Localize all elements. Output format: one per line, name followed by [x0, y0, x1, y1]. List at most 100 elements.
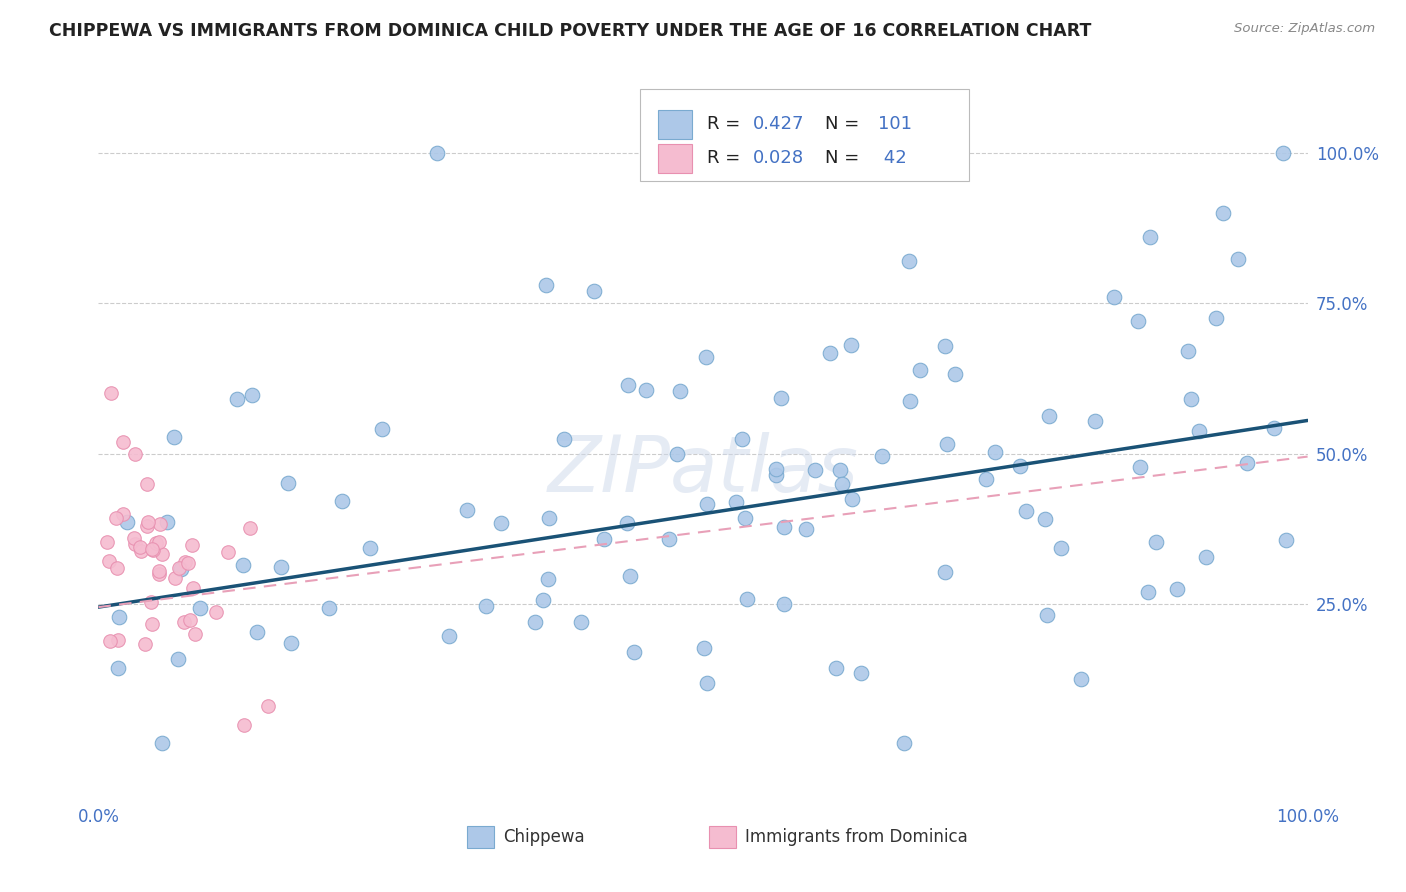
Point	[150, 735, 173, 749]
Point	[1050, 541, 1073, 555]
Point	[437, 629, 460, 643]
Point	[1205, 311, 1227, 326]
Point	[122, 531, 145, 545]
Point	[1195, 549, 1218, 564]
Point	[593, 532, 616, 546]
Text: N =: N =	[825, 115, 865, 133]
Point	[475, 599, 498, 613]
Bar	[709, 826, 735, 847]
Point	[1102, 290, 1125, 304]
Point	[1166, 582, 1188, 596]
Point	[141, 542, 163, 557]
Point	[804, 463, 827, 477]
Point	[1070, 672, 1092, 686]
Point	[167, 561, 190, 575]
Point	[145, 536, 167, 550]
Point	[163, 430, 186, 444]
Point	[731, 432, 754, 446]
Text: Chippewa: Chippewa	[503, 828, 585, 846]
Point	[696, 676, 718, 690]
Point	[240, 388, 263, 402]
Point	[98, 554, 121, 568]
Point	[173, 555, 195, 569]
Point	[124, 537, 146, 551]
Point	[136, 515, 159, 529]
Point	[184, 627, 207, 641]
Point	[765, 468, 787, 483]
Point	[124, 446, 146, 460]
Point	[910, 362, 932, 376]
Point	[177, 557, 200, 571]
Point	[818, 346, 841, 360]
Point	[371, 422, 394, 436]
Point	[270, 559, 292, 574]
Point	[695, 350, 717, 364]
Point	[217, 544, 239, 558]
Point	[538, 511, 561, 525]
Point	[553, 432, 575, 446]
Point	[332, 494, 354, 508]
Point	[725, 495, 748, 509]
Point	[148, 534, 170, 549]
Text: Immigrants from Dominica: Immigrants from Dominica	[745, 828, 969, 846]
Point	[943, 367, 966, 381]
Point	[150, 547, 173, 561]
Point	[1128, 314, 1150, 328]
Point	[934, 339, 956, 353]
Point	[1187, 425, 1209, 439]
Point	[583, 284, 606, 298]
Point	[156, 515, 179, 529]
Point	[1137, 585, 1160, 599]
Point	[851, 666, 873, 681]
Point	[148, 564, 170, 578]
Point	[167, 651, 190, 665]
Point	[825, 661, 848, 675]
Point	[1180, 392, 1202, 406]
Point	[173, 615, 195, 629]
Point	[1038, 409, 1060, 424]
Point	[696, 497, 718, 511]
Point	[796, 522, 818, 536]
Point	[256, 699, 278, 714]
Point	[828, 463, 851, 477]
Point	[936, 437, 959, 451]
Point	[181, 539, 204, 553]
Point	[111, 507, 134, 521]
Point	[534, 277, 557, 292]
Text: ZIPatlas: ZIPatlas	[547, 433, 859, 508]
Point	[1084, 414, 1107, 428]
Text: 101: 101	[879, 115, 912, 133]
Point	[111, 434, 134, 449]
Point	[1212, 205, 1234, 219]
Point	[773, 520, 796, 534]
Point	[536, 572, 558, 586]
Point	[1226, 252, 1249, 266]
Point	[831, 477, 853, 491]
Point	[359, 541, 381, 555]
Point	[623, 645, 645, 659]
Point	[666, 447, 689, 461]
Point	[98, 633, 121, 648]
Point	[1263, 421, 1285, 435]
Text: Source: ZipAtlas.com: Source: ZipAtlas.com	[1234, 22, 1375, 36]
Point	[128, 540, 150, 554]
Text: R =: R =	[707, 115, 745, 133]
Point	[668, 384, 690, 398]
Point	[100, 386, 122, 401]
Point	[1177, 344, 1199, 359]
Point	[841, 491, 863, 506]
Point	[148, 567, 170, 582]
Point	[134, 637, 156, 651]
Point	[1008, 459, 1031, 474]
Point	[872, 450, 894, 464]
FancyBboxPatch shape	[640, 89, 969, 181]
Point	[232, 717, 254, 731]
Point	[135, 519, 157, 533]
Point	[149, 516, 172, 531]
Point	[1275, 533, 1298, 548]
Point	[839, 338, 862, 352]
Point	[246, 625, 269, 640]
Point	[277, 475, 299, 490]
Text: 42: 42	[879, 149, 907, 168]
Point	[170, 562, 193, 576]
